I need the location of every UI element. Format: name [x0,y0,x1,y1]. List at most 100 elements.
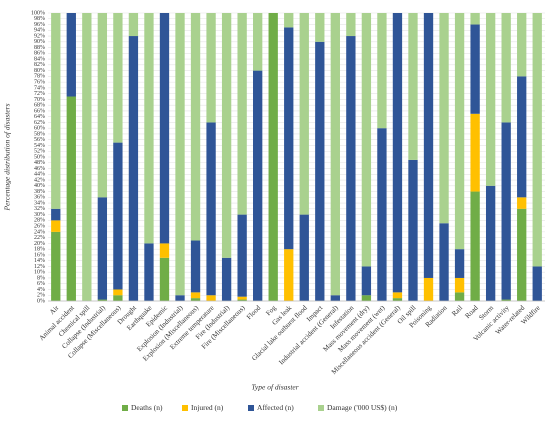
legend-swatch [318,405,324,411]
bar-segment [237,296,247,300]
y-tick-label: 52% [34,149,45,155]
y-tick-label: 38% [34,189,45,195]
y-tick-label: 90% [34,39,45,45]
bar-segment [377,128,387,301]
bar-segment [423,13,434,278]
x-tick-label: Flood [245,304,263,322]
y-tick-label: 40% [34,183,45,189]
bar-segment [82,13,92,301]
y-tick-label: 48% [34,160,45,166]
bar-segment [377,13,387,129]
bar-segment [392,298,403,301]
bar-segment [454,13,465,250]
y-tick-label: 62% [34,120,45,126]
y-tick-label: 46% [34,166,45,172]
y-tick-label: 0% [37,298,45,304]
bar-segment [66,13,76,97]
bar-segment [485,13,496,186]
bar-segment [470,13,480,25]
bar-segment [144,243,154,301]
bar-segment [206,13,216,123]
bar-segment [66,96,76,302]
y-tick-label: 70% [34,97,45,103]
y-tick-label: 22% [34,235,45,241]
y-tick-label: 14% [34,258,45,264]
bar-segment [470,191,480,301]
bar-segment [159,13,170,244]
y-tick-label: 36% [34,195,45,201]
bar-segment [392,13,403,293]
bar-segment [299,214,309,301]
y-tick-label: 28% [34,218,45,224]
bar-segment [439,13,449,224]
bar-segment [237,214,247,297]
x-tick-label: Road [464,304,480,320]
bar-segment [454,292,465,301]
bar-segment [113,142,123,290]
bar-segment [392,292,403,299]
y-tick-label: 100% [31,10,45,16]
bar-segment [237,299,247,301]
y-tick-label: 24% [34,229,45,235]
y-tick-label: 92% [34,33,45,39]
y-tick-label: 34% [34,200,45,206]
y-tick-label: 42% [34,177,45,183]
y-tick-label: 84% [34,56,45,62]
y-tick-label: 56% [34,137,45,143]
bar-segment [361,13,372,267]
y-tick-label: 58% [34,131,45,137]
bar-segment [144,13,154,244]
legend-swatch [122,405,128,411]
legend-label: Affected (n) [257,403,294,412]
y-tick-label: 68% [34,103,45,109]
bar-segment [485,185,496,301]
bar-segment [128,13,139,37]
bar-segment [454,249,465,278]
bar-segment [113,13,123,143]
y-tick-label: 74% [34,85,45,91]
y-tick-label: 8% [37,275,45,281]
y-tick-label: 88% [34,45,45,51]
bar-segment [159,257,170,301]
legend-label: Damage ('000 US$) (n) [327,403,398,412]
bar-segment [97,299,108,301]
bar-segment [97,197,108,300]
y-tick-label: 32% [34,206,45,212]
x-tick-label: Rail [450,304,464,318]
y-tick-label: 66% [34,108,45,114]
y-tick-label: 44% [34,172,45,178]
bar-segment [190,13,201,241]
y-tick-label: 4% [37,287,45,293]
bar-segment [517,208,527,301]
x-axis-title: Type of disaster [251,383,298,392]
y-tick-label: 30% [34,212,45,218]
bar-segment [408,13,418,160]
bar-segment [470,24,480,114]
bar-segment [423,277,434,301]
bar-segment [175,295,185,301]
y-tick-label: 86% [34,51,45,57]
y-tick-label: 82% [34,62,45,68]
bar-segment [361,266,372,296]
bar-segment [284,13,294,28]
y-tick-label: 26% [34,223,45,229]
bar-segment [97,13,108,198]
legend-label: Injured (n) [191,403,224,412]
bar-segment [190,298,201,301]
y-tick-label: 94% [34,28,45,34]
bar-segment [470,113,480,192]
bar-segment [51,220,61,232]
bar-segment [284,27,294,250]
y-tick-label: 12% [34,264,45,270]
bar-segment [346,13,356,37]
bar-segment [175,13,185,296]
bar-segment [517,76,527,198]
bar-segment [517,13,527,77]
bar-segment [532,13,542,267]
legend-swatch [248,405,254,411]
bar-segment [159,243,170,258]
bar-segment [190,292,201,299]
y-tick-label: 16% [34,252,45,258]
y-tick-label: 54% [34,143,45,149]
